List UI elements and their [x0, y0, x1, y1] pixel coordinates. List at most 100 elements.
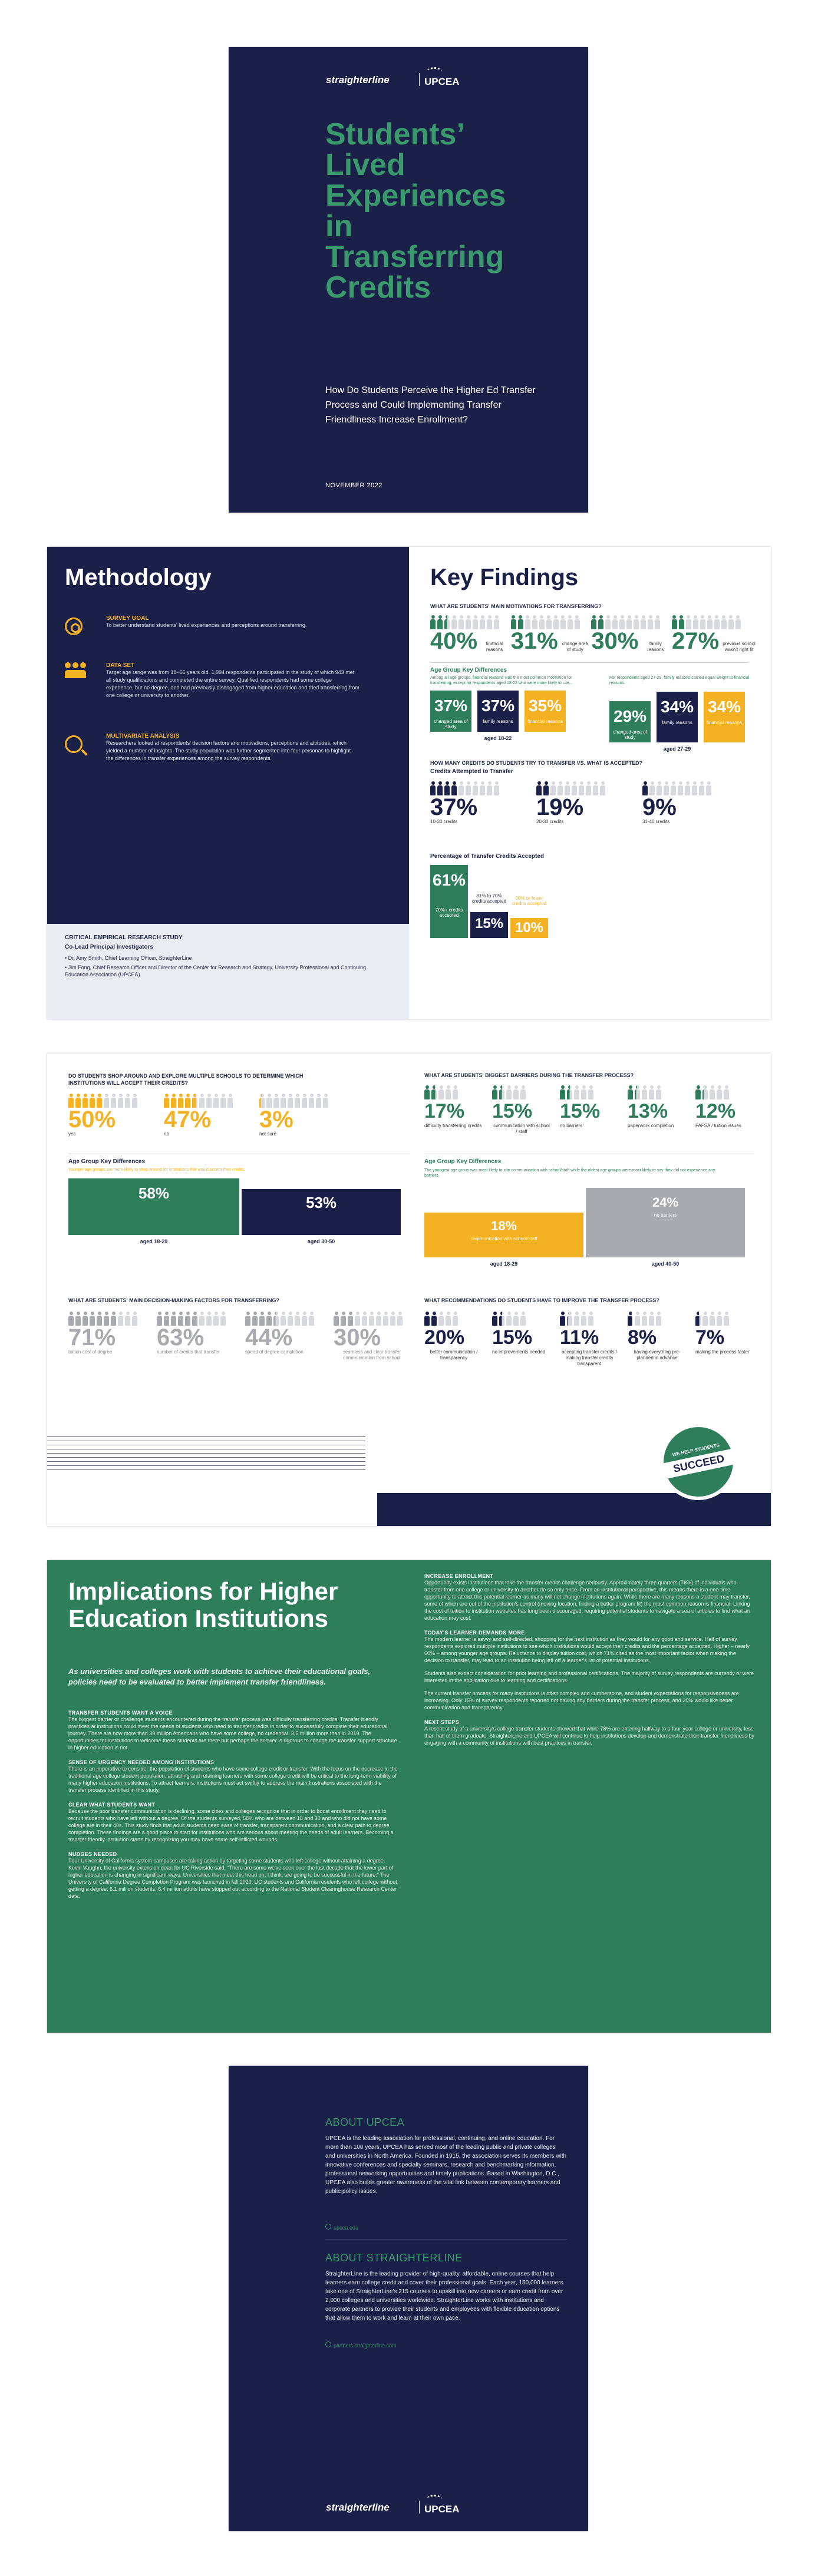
barrier-pct: 13%	[628, 1100, 668, 1122]
person-icon	[685, 615, 691, 629]
person-icon	[473, 781, 478, 795]
recommendations-row: 20% better communication / transparency …	[424, 1310, 754, 1367]
person-icon	[97, 1094, 102, 1108]
age-diff-note-right: For respondents aged 27-29, family reaso…	[609, 676, 750, 685]
motivation-pct: 30%	[591, 628, 639, 654]
person-icon	[536, 781, 542, 795]
shop-heading: DO STUDENTS SHOP AROUND AND EXPLORE MULT…	[68, 1073, 304, 1086]
people-icon	[65, 662, 86, 679]
shopping-barriers-spread: DO STUDENTS SHOP AROUND AND EXPLORE MULT…	[47, 1053, 771, 1526]
age-box: 37% changed area of study	[430, 691, 471, 732]
person-icon	[309, 1094, 314, 1108]
people-icons	[642, 780, 711, 795]
investigator-name: Dr. Amy Smith, Chief Learning Officer, S…	[68, 955, 192, 961]
age-box-pct: 34%	[660, 698, 694, 716]
data-set-text: Target age range was from 18–55 years ol…	[106, 669, 359, 698]
motivation-label: family reasons	[647, 641, 664, 652]
section-text: The current transfer process for many in…	[424, 1690, 739, 1710]
person-icon	[671, 615, 677, 629]
person-icon	[642, 781, 648, 795]
person-icon	[220, 1094, 226, 1108]
title-line: Students’	[325, 117, 465, 151]
barrier-pct: 15%	[560, 1100, 601, 1122]
person-icon	[259, 1312, 265, 1326]
title-line: Credits	[325, 270, 431, 305]
person-icon	[220, 1312, 226, 1326]
person-icon	[288, 1094, 293, 1108]
people-icons	[492, 1310, 526, 1326]
person-icon	[438, 1312, 444, 1326]
sl-link[interactable]: partners.straighterline.com	[325, 2341, 397, 2349]
person-icon	[444, 781, 450, 795]
person-icon	[572, 781, 577, 795]
investigators-heading: Co-Lead Principal Investigators	[65, 944, 154, 950]
magnifier-chart-icon	[65, 735, 88, 756]
shop-stat: 47% no	[164, 1092, 233, 1137]
person-icon	[532, 615, 537, 629]
motivation-pct: 31%	[510, 628, 558, 654]
person-icon	[430, 615, 436, 629]
shop-label: yes	[68, 1131, 76, 1137]
person-icon	[316, 1094, 321, 1108]
person-icon	[323, 1094, 328, 1108]
about-upcea-heading: ABOUT UPCEA	[325, 2116, 405, 2128]
recommendation-label: accepting transfer credits / making tran…	[562, 1349, 617, 1366]
upcea-link[interactable]: upcea.edu	[325, 2224, 358, 2231]
upcea-link-text[interactable]: upcea.edu	[334, 2225, 359, 2231]
person-icon	[707, 615, 713, 629]
person-icon	[492, 1085, 497, 1099]
title-line: Lived	[325, 148, 405, 182]
person-icon	[309, 1312, 314, 1326]
person-icon	[702, 1085, 708, 1099]
badge-ribbon: SUCCEED	[655, 1447, 743, 1481]
person-icon	[635, 1312, 640, 1326]
people-icons	[628, 1310, 661, 1326]
person-icon	[574, 1312, 579, 1326]
barrier-stat: 13% paperwork completion	[628, 1084, 687, 1135]
age-27-29-boxes: 29% changed area of study 34% family rea…	[609, 692, 757, 766]
credits-heading: HOW MANY CREDITS DO STUDENTS TRY TO TRAN…	[430, 760, 643, 766]
person-icon	[199, 1094, 204, 1108]
people-icons	[671, 614, 741, 629]
barriers-heading: WHAT ARE STUDENTS' BIGGEST BARRIERS DURI…	[424, 1072, 634, 1078]
methodology-panel: Methodology SURVEY GOAL To better unders…	[47, 547, 409, 924]
section-text: Opportunity exists institutions that tak…	[424, 1580, 750, 1621]
people-icons	[68, 1092, 137, 1108]
barrier-label: communication with school / staff	[493, 1123, 550, 1134]
person-icon	[574, 615, 580, 629]
shop-age-note: Younger age groups are more likely to sh…	[68, 1168, 246, 1172]
implications-spread: Implications for Higher Education Instit…	[47, 1560, 771, 2033]
motivation-label: previous school wasn't right fit	[723, 641, 756, 652]
age-group-label: aged 27-29	[663, 746, 691, 752]
person-icon	[710, 1312, 715, 1326]
person-icon	[383, 1312, 388, 1326]
accepted-blocks: 61% 70%+ credits accepted 31% to 70% cre…	[430, 865, 548, 942]
credit-pct: 19%	[536, 794, 584, 820]
people-icons	[424, 1310, 458, 1326]
shop-label: not sure	[259, 1131, 276, 1137]
age-18-22-boxes: 37% changed area of study 37% family rea…	[430, 691, 578, 755]
cover-title: Students’ Lived Experiences in Transferr…	[325, 119, 506, 303]
methodology-findings-spread: Methodology SURVEY GOAL To better unders…	[47, 547, 771, 1019]
recommendation-label: having everything pre-planned in advance	[634, 1349, 681, 1360]
barrier-pct: 17%	[424, 1100, 465, 1122]
person-icon	[724, 1312, 729, 1326]
credit-stat: 9% 31-40 credits	[642, 780, 725, 825]
person-icon	[192, 1312, 197, 1326]
person-icon	[111, 1094, 116, 1108]
shop-stat: 3% not sure	[259, 1092, 328, 1137]
barrier-group-label: aged 18-29	[490, 1261, 518, 1267]
recommendation-label: no improvements needed	[492, 1349, 546, 1355]
person-icon	[185, 1094, 190, 1108]
person-icon	[506, 1312, 512, 1326]
person-icon	[695, 1085, 701, 1099]
section-heading: TRANSFER STUDENTS WANT A VOICE	[68, 1710, 173, 1716]
person-icon	[642, 1085, 647, 1099]
section-heading: CLEAR WHAT STUDENTS WANT	[68, 1802, 156, 1808]
person-icon	[446, 1312, 451, 1326]
sl-link-text[interactable]: partners.straighterline.com	[334, 2343, 397, 2349]
person-icon	[487, 781, 492, 795]
people-icons	[430, 614, 499, 629]
person-icon	[390, 1312, 395, 1326]
person-icon	[656, 1312, 661, 1326]
